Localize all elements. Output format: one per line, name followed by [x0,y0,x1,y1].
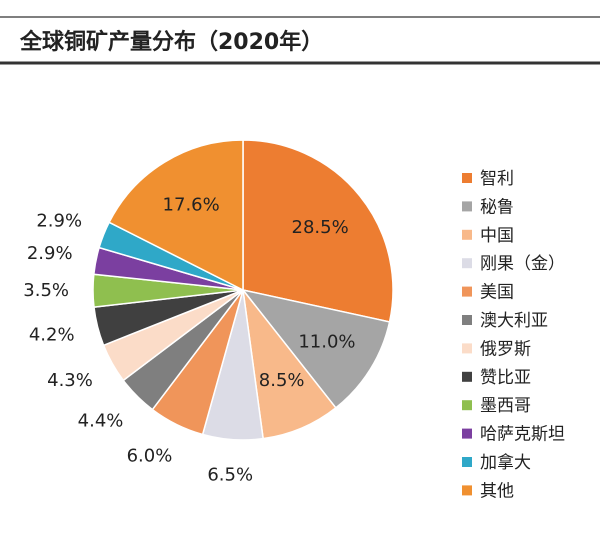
pie-slice [241,288,391,409]
data-label: 4.3% [47,370,93,391]
legend-label: 中国 [480,226,514,246]
legend-label: 美国 [480,283,514,303]
data-label: 4.2% [29,324,75,345]
pie-slice [108,139,244,292]
legend-label: 墨西哥 [480,396,531,416]
legend-swatch [462,457,472,467]
legend-label: 刚果（金） [480,254,565,274]
legend-label: 其他 [480,481,514,501]
legend-swatch [462,400,472,411]
legend-swatch [462,258,472,269]
data-label: 3.5% [23,280,69,301]
legend-swatch [462,371,472,382]
data-label: 6.5% [207,465,253,486]
legend-label: 加拿大 [480,452,531,473]
legend-swatch [462,343,472,354]
data-label: 17.6% [163,195,220,216]
legend-label: 哈萨克斯坦 [480,425,565,445]
legend-label: 赞比亚 [480,368,531,388]
data-label: 2.9% [27,243,73,264]
chart-title: 全球铜矿产量分布（2020年） [19,29,323,55]
data-label: 28.5% [292,217,349,238]
legend-label: 俄罗斯 [480,339,531,359]
legend-swatch [462,201,472,212]
legend-label: 秘鲁 [480,197,514,217]
legend-label: 智利 [480,169,514,189]
data-label: 4.4% [78,410,124,431]
legend-swatch [462,315,472,325]
pie-slice [242,139,394,323]
legend-swatch [462,286,472,297]
data-label: 8.5% [259,370,305,391]
legend-label: 澳大利亚 [480,311,548,331]
data-label: 11.0% [298,332,355,353]
legend-swatch [462,485,472,496]
legend-swatch [462,173,472,183]
data-label: 6.0% [127,446,173,467]
legend-swatch [462,428,472,439]
data-label: 2.9% [36,210,82,231]
legend-swatch [462,229,472,240]
